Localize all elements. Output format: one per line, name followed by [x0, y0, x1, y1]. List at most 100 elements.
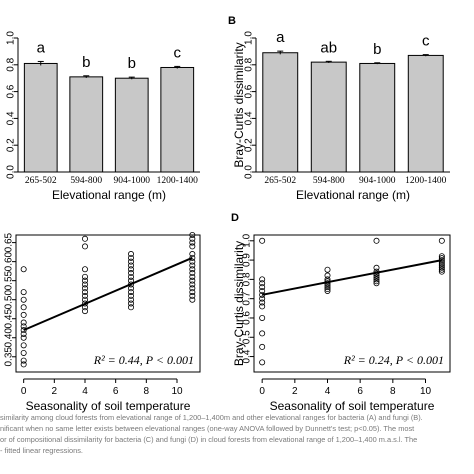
data-point	[127, 300, 134, 307]
data-point	[259, 314, 266, 321]
significance-letter: a	[37, 39, 46, 56]
plot-frame	[15, 234, 201, 373]
data-point	[82, 296, 89, 303]
x-tick-label: 8	[390, 386, 396, 397]
data-point	[189, 277, 196, 284]
data-point	[259, 330, 266, 337]
y-tick-label: 0.55	[4, 270, 15, 290]
data-point	[82, 277, 89, 284]
data-point	[189, 254, 196, 261]
data-point	[189, 231, 196, 238]
significance-letter: ab	[320, 39, 337, 56]
data-point	[259, 359, 266, 366]
data-point	[82, 243, 89, 250]
data-point	[189, 292, 196, 299]
x-tick-label: 10	[420, 386, 432, 397]
x-tick-label: 6	[113, 386, 119, 397]
y-tick-label: 1.0	[242, 233, 253, 247]
data-point	[127, 254, 134, 261]
data-point	[20, 304, 27, 311]
data-point	[324, 287, 331, 294]
data-point	[324, 266, 331, 273]
x-tick-label: 1200-1400	[157, 176, 198, 186]
x-tick-label: 10	[171, 386, 183, 397]
significance-letter: a	[276, 29, 285, 46]
x-tick-label: 0	[21, 386, 27, 397]
data-point	[20, 330, 27, 337]
data-point	[259, 295, 266, 302]
data-point	[189, 266, 196, 273]
x-tick-label: 0	[259, 386, 265, 397]
data-point	[127, 292, 134, 299]
data-point	[20, 327, 27, 334]
panel-label: B	[228, 15, 236, 27]
data-point	[259, 237, 266, 244]
y-tick-label: 0.6	[6, 84, 17, 98]
data-point	[438, 237, 445, 244]
x-tick-label: 8	[144, 386, 150, 397]
data-point	[82, 235, 89, 242]
data-point	[189, 235, 196, 242]
data-point	[82, 285, 89, 292]
data-point	[438, 253, 445, 260]
data-point	[438, 260, 445, 267]
data-point	[127, 262, 134, 269]
data-point	[127, 266, 134, 273]
x-tick-label: 1200-1400	[405, 176, 446, 186]
y-tick-label: 0.6	[244, 84, 255, 98]
bar-chart-panel: 0.0 0.2 0.4 0.6 0.8 1.0 a 265-502 ab 594-800 b 904-…	[228, 15, 450, 202]
data-point	[20, 319, 27, 326]
scatter-chart-panel: 0.4 0.5 0.6 0.7 0.8 0.9 1.0 0 2 4 6 8 10 R² = 0.24, P…	[231, 212, 451, 413]
data-point	[438, 264, 445, 271]
x-axis-label: Elevational range (m)	[52, 188, 166, 202]
y-axis-label: Bray-Curtis dissimilarity	[232, 241, 246, 366]
plot-frame	[253, 234, 451, 373]
stats-annotation: R² = 0.44, P < 0.001	[93, 353, 194, 367]
y-tick-label: 0.8	[242, 272, 253, 286]
y-tick-label: 0.2	[6, 138, 17, 152]
data-point	[189, 296, 196, 303]
bar	[23, 62, 58, 173]
x-axis-label: Elevational range (m)	[296, 188, 410, 202]
data-point	[20, 342, 27, 349]
bar	[310, 61, 347, 173]
x-tick-label: 2	[292, 386, 298, 397]
data-point	[259, 287, 266, 294]
bar	[262, 52, 299, 173]
x-tick-label: 594-800	[70, 176, 102, 186]
y-tick-label: 0.35	[4, 347, 15, 367]
data-point	[82, 273, 89, 280]
y-tick-label: 0.7	[242, 291, 253, 305]
data-point	[189, 289, 196, 296]
data-point	[127, 258, 134, 265]
caption-line: - fitted linear regressions.	[0, 446, 83, 455]
regression-line	[261, 259, 443, 296]
data-point	[20, 311, 27, 318]
y-tick-label: 0.6	[242, 311, 253, 325]
data-point	[20, 349, 27, 356]
bar	[407, 54, 444, 173]
data-point	[373, 264, 380, 271]
data-point	[259, 284, 266, 291]
significance-letter: b	[373, 41, 381, 58]
y-tick-label: 0.8	[6, 57, 17, 71]
data-point	[373, 280, 380, 287]
data-point	[438, 268, 445, 275]
x-tick-label: 2	[52, 386, 58, 397]
data-point	[438, 266, 445, 273]
y-tick-label: 0.40	[4, 328, 15, 348]
data-point	[324, 284, 331, 291]
data-point	[373, 237, 380, 244]
data-point	[82, 308, 89, 315]
regression-line	[23, 256, 193, 332]
y-tick-label: 0.50	[4, 290, 15, 310]
data-point	[189, 262, 196, 269]
data-point	[20, 357, 27, 364]
data-point	[82, 266, 89, 273]
y-axis-label: Bray-Curtis dissimilarity	[232, 42, 246, 167]
y-tick-label: 0.2	[244, 138, 255, 152]
significance-letter: c	[422, 33, 430, 50]
data-point	[438, 262, 445, 269]
data-point	[373, 278, 380, 285]
data-point	[373, 276, 380, 283]
